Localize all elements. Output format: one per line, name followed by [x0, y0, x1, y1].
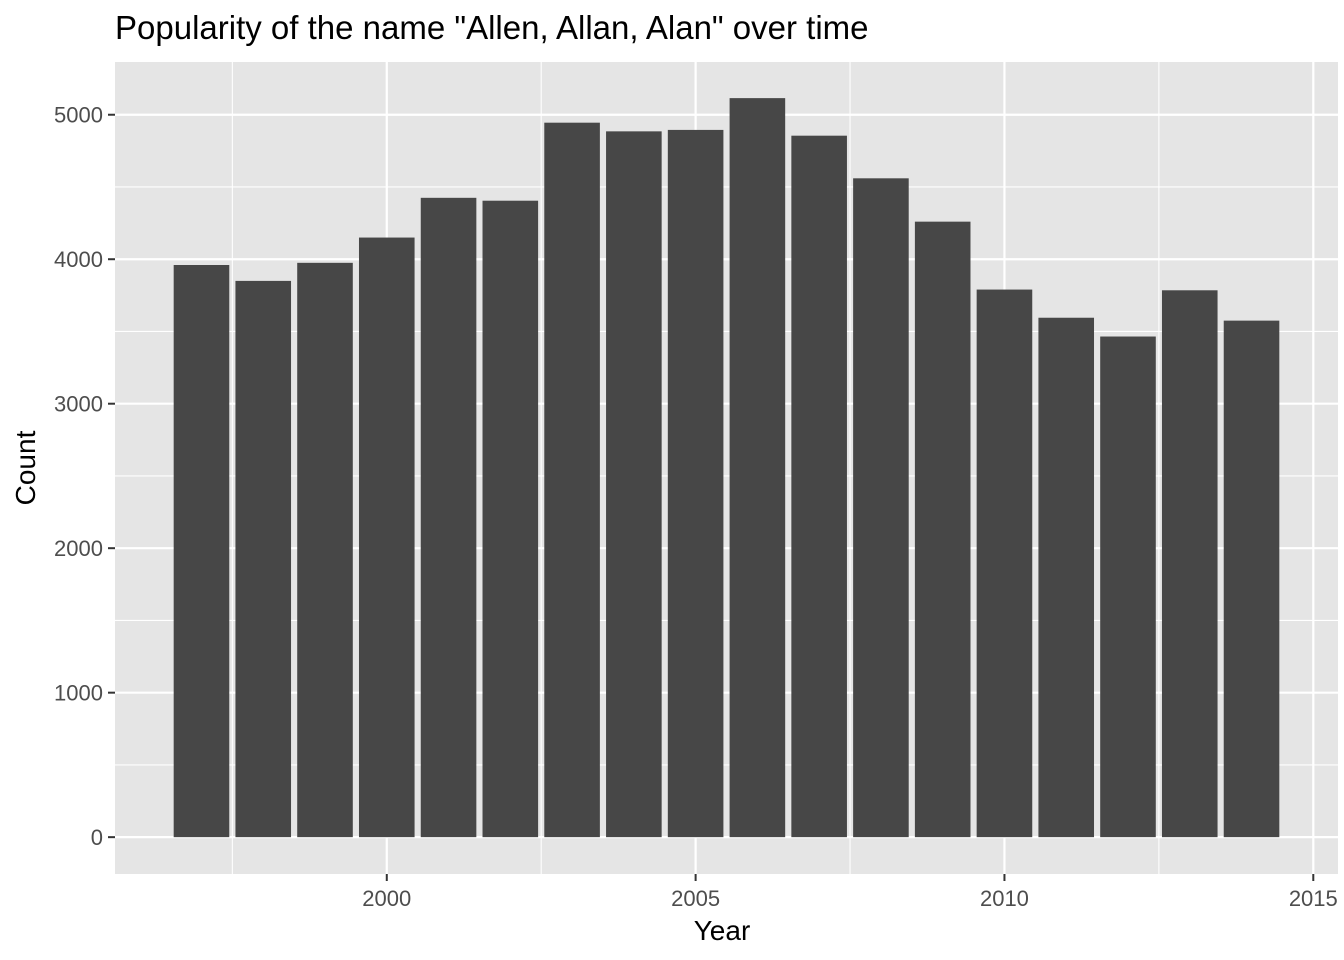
bar-2014: [1223, 320, 1280, 838]
x-axis-title: Year: [694, 915, 751, 946]
bar-1999: [297, 262, 353, 838]
bar-2004: [606, 131, 662, 838]
bar-2012: [1100, 336, 1156, 838]
y-tick-label: 3000: [54, 392, 103, 417]
bar-2000: [358, 237, 415, 838]
bar-2008: [853, 178, 909, 838]
x-tick-label: 2000: [362, 886, 411, 911]
bar-2007: [791, 135, 847, 838]
x-tick-label: 2010: [980, 886, 1029, 911]
y-tick-label: 4000: [54, 247, 103, 272]
bar-2013: [1161, 290, 1218, 838]
x-tick-label: 2015: [1289, 886, 1338, 911]
y-tick-label: 0: [91, 825, 103, 850]
bar-2003: [544, 122, 600, 838]
y-axis: 0 1000 2000 3000 4000 5000: [54, 103, 115, 850]
bar-2005: [667, 129, 724, 838]
y-tick-label: 1000: [54, 681, 103, 706]
bar-2011: [1038, 317, 1095, 838]
y-tick-label: 5000: [54, 103, 103, 128]
bar-1997: [173, 265, 230, 838]
bar-2001: [420, 197, 477, 838]
chart-title: Popularity of the name "Allen, Allan, Al…: [115, 9, 869, 46]
bar-2010: [976, 289, 1033, 838]
y-axis-title: Count: [10, 430, 41, 505]
bar-2006: [729, 98, 786, 838]
bars: [173, 98, 1280, 838]
x-tick-label: 2005: [671, 886, 720, 911]
bar-1998: [235, 280, 292, 838]
y-tick-label: 2000: [54, 536, 103, 561]
bar-2002: [482, 200, 539, 838]
x-axis: 2000 2005 2010 2015: [362, 874, 1338, 911]
bar-2009: [914, 221, 971, 838]
